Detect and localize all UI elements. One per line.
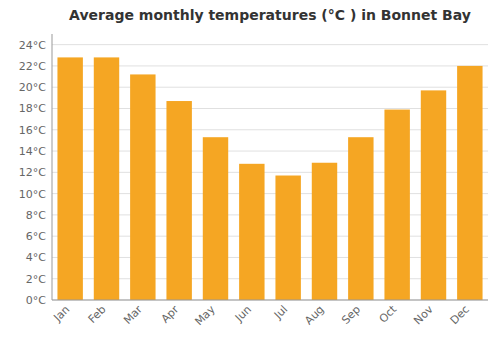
grid-line — [52, 44, 488, 45]
y-tick-label: 20°C — [19, 81, 46, 94]
x-tick-label: Jun — [232, 303, 254, 325]
y-axis-line — [52, 34, 53, 300]
bar — [94, 57, 119, 300]
x-tick-label: Oct — [377, 302, 400, 325]
x-tick-label: Feb — [86, 303, 109, 326]
bar — [239, 164, 264, 300]
bar — [57, 57, 82, 300]
y-tick-label: 4°C — [26, 251, 46, 264]
bar — [275, 176, 300, 300]
x-tick-label: Aug — [302, 303, 326, 327]
x-tick-label: Jan — [50, 303, 72, 325]
y-tick-label: 10°C — [19, 188, 46, 201]
chart: Average monthly temperatures (°C ) in Bo… — [0, 0, 500, 350]
bar — [203, 137, 228, 300]
y-tick-label: 24°C — [19, 39, 46, 52]
y-tick-label: 22°C — [19, 60, 46, 73]
y-tick-label: 14°C — [19, 145, 46, 158]
x-tick-label: Jul — [271, 303, 290, 322]
title: Average monthly temperatures (°C ) in Bo… — [69, 7, 471, 23]
bar — [457, 66, 482, 300]
bar — [166, 101, 191, 300]
y-tick-label: 2°C — [26, 273, 46, 286]
x-tick-label: Mar — [121, 303, 145, 327]
x-tick-label: Dec — [448, 303, 472, 327]
x-tick-label: May — [192, 303, 218, 329]
y-tick-label: 16°C — [19, 124, 46, 137]
y-tick-label: 6°C — [26, 230, 46, 243]
bars — [57, 57, 482, 300]
x-tick-label: Nov — [411, 303, 436, 328]
bar — [384, 110, 409, 300]
bar — [130, 74, 155, 300]
x-axis-line — [52, 300, 488, 301]
y-tick-label: 18°C — [19, 102, 46, 115]
bar — [421, 90, 446, 300]
y-tick-label: 0°C — [26, 294, 46, 307]
x-tick-label: Sep — [339, 303, 363, 327]
bar — [312, 163, 337, 300]
x-tick-label: Apr — [159, 303, 182, 326]
grid-line — [52, 300, 488, 301]
y-tick-label: 8°C — [26, 209, 46, 222]
bar — [348, 137, 373, 300]
y-tick-label: 12°C — [19, 166, 46, 179]
grid — [52, 45, 488, 300]
